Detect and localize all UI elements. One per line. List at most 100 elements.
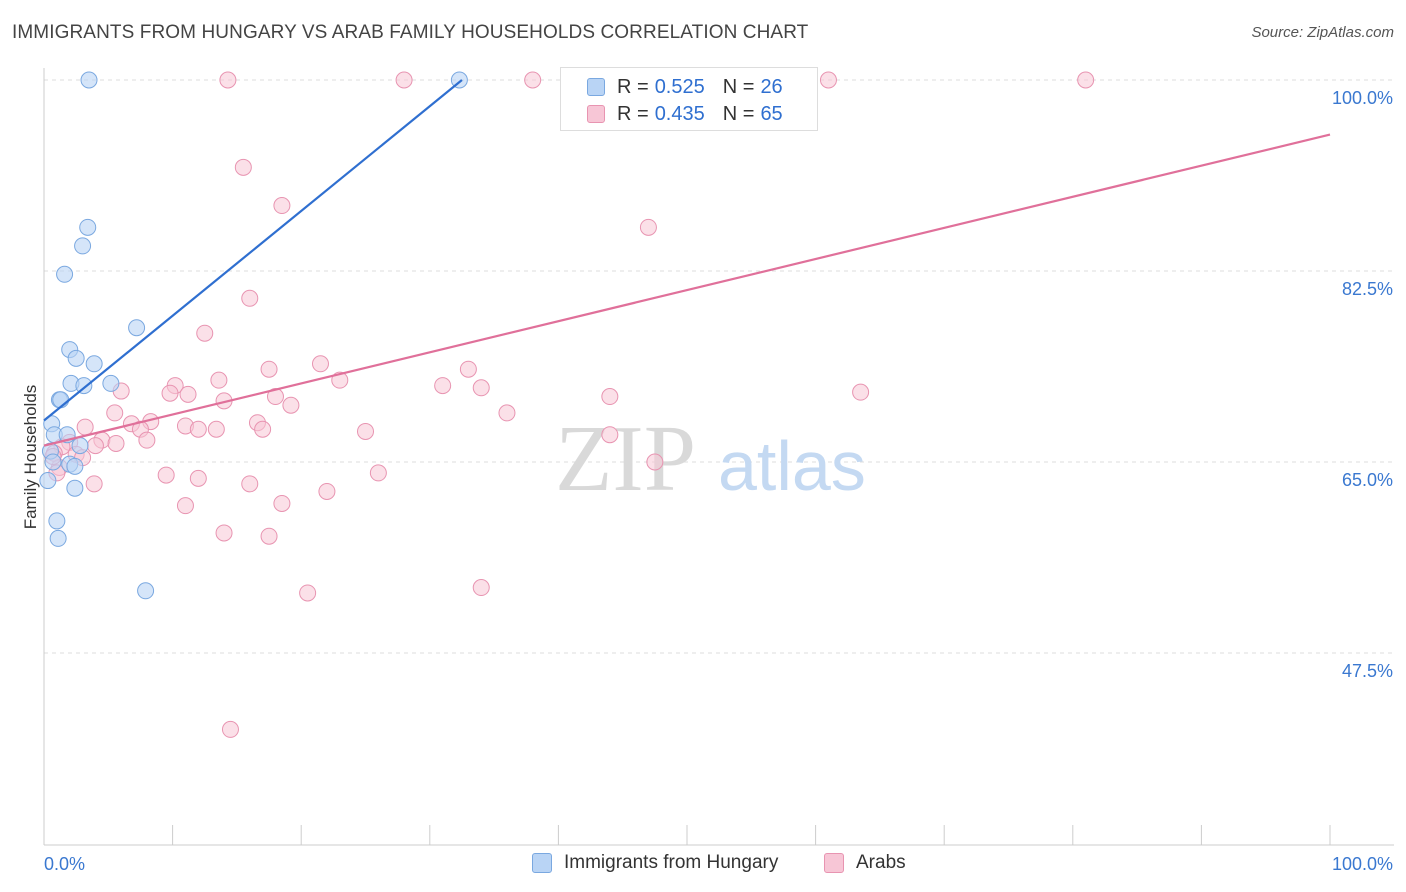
arabs-point <box>395 71 413 89</box>
arabs-point <box>369 464 387 482</box>
arabs-point <box>459 360 477 378</box>
hungary-trend-line <box>43 79 463 422</box>
arabs-point <box>215 524 233 542</box>
arabs-point <box>498 404 516 422</box>
watermark-atlas: atlas <box>718 427 866 505</box>
tick-labels: 100.0% 82.5% 65.0% 47.5% 0.0% 100.0% <box>44 88 1393 874</box>
arabs-point <box>273 197 291 215</box>
arabs-point <box>601 388 619 406</box>
r-label: R = <box>617 75 649 98</box>
hungary-point <box>74 237 92 255</box>
arabs-point <box>260 527 278 545</box>
watermark-zip: ZIP <box>555 407 696 511</box>
y-tick-label: 65.0% <box>1342 470 1393 490</box>
arabs-point <box>106 404 124 422</box>
legend-label-hungary: Immigrants from Hungary <box>564 852 779 873</box>
legend-item-hungary: Immigrants from Hungary <box>532 852 778 874</box>
arabs-point <box>176 497 194 515</box>
hungary-point <box>102 374 120 392</box>
arabs-point <box>138 431 156 449</box>
arabs-point <box>219 71 237 89</box>
r-label: R = <box>617 102 649 125</box>
hungary-point <box>49 529 67 547</box>
arabs-point <box>207 420 225 438</box>
stats-legend-row-arabs: R = 0.435 N = 65 <box>587 101 783 127</box>
trend-lines <box>43 79 1331 447</box>
hungary-point <box>128 319 146 337</box>
arabs-trend-line <box>43 133 1331 447</box>
hungary-swatch <box>587 78 605 96</box>
hungary-point <box>85 355 103 373</box>
arabs-point <box>76 418 94 436</box>
hungary-point <box>52 391 70 409</box>
n-value: 65 <box>760 102 783 125</box>
arabs-point <box>234 158 252 176</box>
arabs-point <box>260 360 278 378</box>
arabs-point <box>472 379 490 397</box>
arabs-points <box>44 71 1095 738</box>
legend-label-arabs: Arabs <box>856 852 906 873</box>
hungary-point <box>66 479 84 497</box>
arabs-point <box>107 434 125 452</box>
arabs-point <box>254 420 272 438</box>
hungary-point <box>48 512 66 530</box>
arabs-point <box>189 469 207 487</box>
arabs-point <box>161 384 179 402</box>
chart-title: IMMIGRANTS FROM HUNGARY VS ARAB FAMILY H… <box>12 22 809 43</box>
source-credit: Source: ZipAtlas.com <box>1251 24 1394 41</box>
arabs-legend-swatch <box>824 853 844 873</box>
hungary-point <box>39 472 57 490</box>
arabs-point <box>189 420 207 438</box>
n-label: N = <box>722 75 755 98</box>
arabs-point <box>357 422 374 440</box>
n-value: 26 <box>760 75 783 98</box>
arabs-point <box>472 579 490 597</box>
hungary-point <box>71 437 89 455</box>
arabs-point <box>86 437 104 455</box>
arabs-point <box>196 324 214 342</box>
arabs-point <box>639 218 657 236</box>
x-tick-label: 0.0% <box>44 854 85 874</box>
r-value: 0.525 <box>654 75 705 98</box>
watermark: ZIP atlas <box>555 407 866 511</box>
arabs-point <box>852 383 870 401</box>
x-tick-label: 100.0% <box>1332 854 1393 874</box>
hungary-legend-swatch <box>532 853 552 873</box>
arabs-point <box>210 371 228 389</box>
y-tick-label: 47.5% <box>1342 661 1393 681</box>
arabs-point <box>819 71 837 89</box>
arabs-point <box>601 426 619 444</box>
stats-legend-row-hungary: R = 0.525 N = 26 <box>587 74 783 100</box>
n-label: N = <box>722 102 755 125</box>
arabs-point <box>85 475 103 493</box>
hungary-point <box>75 377 93 395</box>
arabs-point <box>273 494 291 512</box>
arabs-point <box>179 385 197 403</box>
arabs-point <box>221 720 239 738</box>
hungary-point <box>137 582 155 600</box>
y-axis-label: Family Households <box>21 385 40 530</box>
arabs-point <box>241 289 259 307</box>
arabs-point <box>434 377 452 395</box>
arabs-point <box>282 396 300 414</box>
hungary-point <box>56 265 74 283</box>
arabs-point <box>646 453 664 471</box>
arabs-point <box>299 584 317 602</box>
arabs-swatch <box>587 105 605 123</box>
arabs-point <box>1077 71 1095 89</box>
hungary-point <box>66 457 84 475</box>
hungary-points <box>39 71 468 600</box>
r-value: 0.435 <box>654 102 705 125</box>
hungary-point <box>67 349 85 367</box>
arabs-point <box>311 355 329 373</box>
hungary-point <box>79 218 97 236</box>
hungary-point <box>44 453 62 471</box>
arabs-point <box>318 482 336 500</box>
arabs-point <box>241 475 259 493</box>
arabs-point <box>524 71 542 89</box>
hungary-point <box>80 71 98 89</box>
y-tick-label: 82.5% <box>1342 279 1393 299</box>
y-tick-label: 100.0% <box>1332 88 1393 108</box>
legend-item-arabs: Arabs <box>824 852 906 874</box>
